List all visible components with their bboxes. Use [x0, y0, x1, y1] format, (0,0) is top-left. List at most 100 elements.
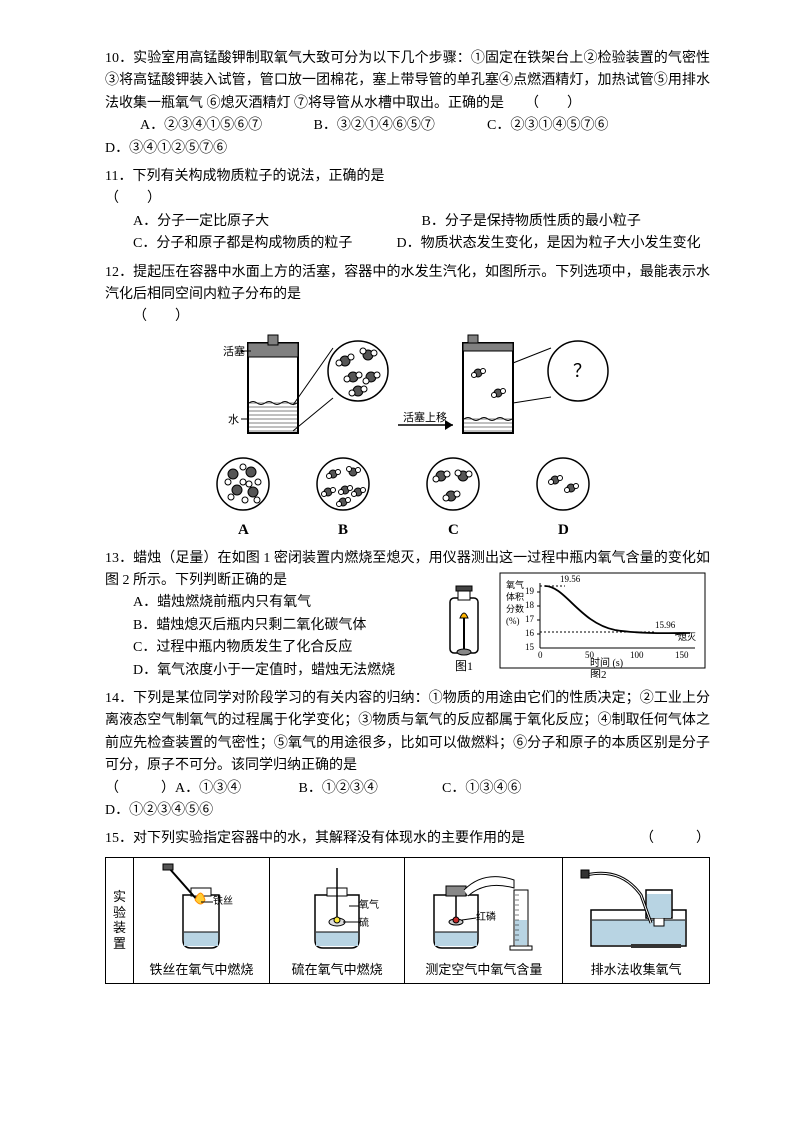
svg-text:17: 17 [525, 614, 535, 624]
q12-diagram-top: 活塞 水 活塞上移 [193, 333, 623, 448]
svg-text:15.96: 15.96 [655, 620, 676, 630]
svg-text:B: B [338, 522, 348, 538]
q10-optD[interactable]: D．③④①②⑤⑦⑥ [105, 138, 710, 160]
q13-optD[interactable]: D．氧气浓度小于一定值时，蜡烛无法燃烧 [133, 660, 405, 682]
q11-row1: A．分子一定比原子大 B．分子是保持物质性质的最小粒子 [105, 211, 710, 233]
q15-svgC: 红磷 [414, 860, 554, 960]
q11-optD[interactable]: D．物质状态发生变化，是因为粒子大小发生变化 [397, 236, 701, 251]
svg-text:铁丝: 铁丝 [213, 894, 233, 907]
q14-num: 14． [105, 691, 133, 706]
q15-num: 15． [105, 831, 133, 846]
q15-svgD [571, 860, 701, 960]
q14-text: 14．下列是某位同学对阶段学习的有关内容的归纳：①物质的用途由它们的性质决定；②… [105, 688, 710, 778]
q12-optC[interactable]: C [427, 458, 479, 538]
q11-blank: （ ） [105, 188, 710, 210]
svg-text:硫: 硫 [359, 916, 369, 929]
q13-figures: 图1 氧气 体积 分数 (%) 15 16 17 18 19 [430, 568, 710, 678]
q11-row2: C．分子和原子都是构成物质的粒子 D．物质状态发生变化，是因为粒子大小发生变化 [105, 233, 710, 255]
q11-optA[interactable]: A．分子一定比原子大 [133, 211, 422, 233]
q15-rowlabel: 实验装置 [106, 857, 134, 983]
q10: 10．实验室用高锰酸钾制取氧气大致可分为以下几个步骤：①固定在铁架台上②检验装置… [105, 48, 710, 160]
q14-optB[interactable]: B．①②③④ [299, 778, 439, 800]
q14-optC[interactable]: C．①③④⑥ [442, 778, 521, 800]
q12-blank: （ ） [105, 306, 710, 328]
q15-capB: 硫在氧气中燃烧 [271, 960, 404, 981]
q14-blankA[interactable]: （ ）A．①③④ [105, 778, 295, 800]
svg-text:(%): (%) [506, 616, 520, 626]
q12-text: 12．提起压在容器中水面上方的活塞，容器中的水发生汽化，如图所示。下列选项中，最… [105, 262, 710, 307]
q15: 15．对下列实验指定容器中的水，其解释没有体现水的主要作用的是 （ ） 实验装置… [105, 828, 710, 983]
svg-text:时间 (s): 时间 (s) [590, 656, 623, 669]
q15-table: 实验装置 铁丝 铁丝在氧气中燃烧 [105, 857, 710, 984]
q10-body: 实验室用高锰酸钾制取氧气大致可分为以下几个步骤：①固定在铁架台上②检验装置的气密… [105, 51, 710, 111]
q12-optB[interactable]: B [317, 458, 369, 538]
svg-text:A: A [238, 522, 249, 538]
q15-cell-a[interactable]: 铁丝 铁丝在氧气中燃烧 [134, 857, 270, 983]
q11-body: 下列有关构成物质粒子的说法，正确的是 [132, 169, 384, 184]
svg-text:18: 18 [525, 600, 535, 610]
q12-optA[interactable]: A [217, 458, 269, 538]
q13-fig2: 氧气 体积 分数 (%) 15 16 17 18 19 [500, 573, 705, 678]
q12-water-label: 水 [228, 413, 239, 426]
svg-text:16: 16 [525, 628, 535, 638]
q12-figure-top: 活塞 水 活塞上移 [105, 333, 710, 448]
q12-arrow-label: 活塞上移 [403, 410, 447, 424]
svg-text:红磷: 红磷 [476, 910, 496, 923]
svg-text:图2: 图2 [590, 668, 607, 678]
q10-text: 10．实验室用高锰酸钾制取氧气大致可分为以下几个步骤：①固定在铁架台上②检验装置… [105, 48, 710, 115]
q12-body: 提起压在容器中水面上方的活塞，容器中的水发生汽化，如图所示。下列选项中，最能表示… [105, 265, 710, 302]
q10-optC[interactable]: C．②③①④⑤⑦⑥ [487, 115, 608, 137]
q12-options-svg: A B [193, 452, 623, 542]
q13-fig1: 图1 [450, 586, 478, 673]
q13-optC[interactable]: C．过程中瓶内物质发生了化合反应 [133, 637, 405, 659]
q10-optB[interactable]: B．③②①④⑥⑤⑦ [314, 115, 484, 137]
q15-cell-c[interactable]: 红磷 测定空气中氧气含量 [405, 857, 563, 983]
q15-blank: （ ） [640, 828, 710, 850]
q15-svgB: 氧气 硫 [277, 860, 397, 960]
svg-text:19: 19 [525, 586, 535, 596]
q12: 12．提起压在容器中水面上方的活塞，容器中的水发生汽化，如图所示。下列选项中，最… [105, 262, 710, 542]
q15-body: 对下列实验指定容器中的水，其解释没有体现水的主要作用的是 [133, 831, 525, 846]
q12-optD[interactable]: D [537, 458, 589, 538]
q10-optA[interactable]: A．②③④①⑤⑥⑦ [140, 115, 310, 137]
svg-text:分数: 分数 [506, 603, 524, 614]
q14: 14．下列是某位同学对阶段学习的有关内容的归纳：①物质的用途由它们的性质决定；②… [105, 688, 710, 822]
q11-optC[interactable]: C．分子和原子都是构成物质的粒子 [133, 233, 393, 255]
svg-text:体积: 体积 [506, 591, 524, 602]
q15-capD: 排水法收集氧气 [564, 960, 708, 981]
q11-text: 11．下列有关构成物质粒子的说法，正确的是 [105, 166, 710, 188]
svg-text:19.56: 19.56 [560, 574, 581, 584]
svg-text:150: 150 [675, 650, 689, 660]
q12-num: 12． [105, 265, 133, 280]
q10-num: 10． [105, 51, 133, 66]
q15-svgA: 铁丝 [141, 860, 261, 960]
svg-text:100: 100 [630, 650, 644, 660]
svg-text:0: 0 [538, 650, 543, 660]
q14-optD[interactable]: D．①②③④⑤⑥ [105, 800, 710, 822]
q13-optB[interactable]: B．蜡烛熄灭后瓶内只剩二氧化碳气体 [133, 615, 405, 637]
q11: 11．下列有关构成物质粒子的说法，正确的是 （ ） A．分子一定比原子大 B．分… [105, 166, 710, 256]
svg-text:熄灭: 熄灭 [678, 631, 696, 642]
q15-text: 15．对下列实验指定容器中的水，其解释没有体现水的主要作用的是 （ ） [105, 828, 710, 850]
q13-num: 13． [105, 551, 133, 566]
q12-options-row: A B [105, 452, 710, 542]
q14-body: 下列是某位同学对阶段学习的有关内容的归纳：①物质的用途由它们的性质决定；②工业上… [105, 691, 710, 773]
q15-cell-b[interactable]: 氧气 硫 硫在氧气中燃烧 [269, 857, 405, 983]
q11-num: 11． [105, 169, 132, 184]
svg-text:氧气: 氧气 [359, 898, 379, 911]
svg-text:氧气: 氧气 [506, 579, 524, 590]
q15-cell-d[interactable]: 排水法收集氧气 [563, 857, 710, 983]
q14-opts-row: （ ）A．①③④ B．①②③④ C．①③④⑥ [105, 778, 710, 800]
q11-optB[interactable]: B．分子是保持物质性质的最小粒子 [422, 211, 711, 233]
svg-text:D: D [558, 522, 569, 538]
svg-text:图1: 图1 [455, 659, 473, 673]
q13-optA[interactable]: A．蜡烛燃烧前瓶内只有氧气 [133, 592, 405, 614]
q15-capA: 铁丝在氧气中燃烧 [135, 960, 268, 981]
q15-capC: 测定空气中氧气含量 [406, 960, 561, 981]
q13: 13．蜡烛（足量）在如图 1 密闭装置内燃烧至熄灭，用仪器测出这一过程中瓶内氧气… [105, 548, 710, 682]
svg-text:15: 15 [525, 642, 535, 652]
q13-svg: 图1 氧气 体积 分数 (%) 15 16 17 18 19 [430, 568, 710, 678]
q10-options: A．②③④①⑤⑥⑦ B．③②①④⑥⑤⑦ C．②③①④⑤⑦⑥ [105, 115, 710, 137]
q12-qmark: ？ [573, 361, 591, 381]
svg-text:C: C [448, 522, 459, 538]
